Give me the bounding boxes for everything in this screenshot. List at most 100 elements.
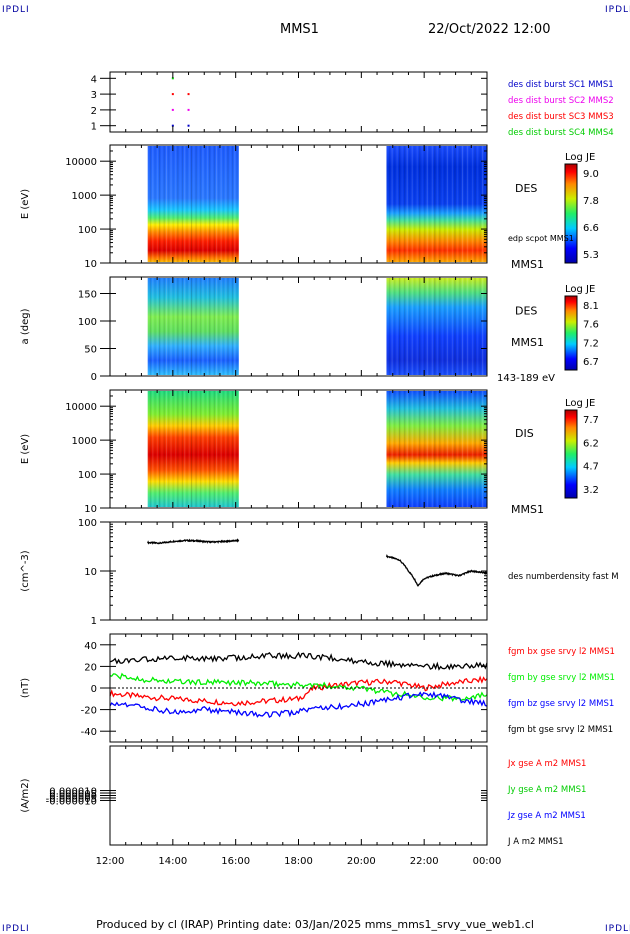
heatmap-texture (406, 278, 408, 375)
heatmap-texture (484, 146, 486, 262)
heatmap-texture (454, 391, 456, 507)
heatmap-texture (190, 278, 193, 375)
heatmap-texture (177, 278, 179, 375)
x-tick-label: 16:00 (221, 856, 250, 867)
heatmap-texture (421, 146, 423, 262)
colorbar-tick-label: 8.1 (583, 301, 599, 312)
heatmap-texture (231, 146, 234, 262)
heatmap-texture (200, 146, 202, 262)
corner-label-top-right: IPDLI (605, 5, 630, 15)
y-tick-label: 0 (91, 372, 97, 383)
heatmap-texture (449, 278, 451, 375)
heatmap-texture (466, 391, 469, 507)
heatmap-texture (170, 146, 172, 262)
heatmap-texture (222, 391, 225, 507)
heatmap-texture (152, 391, 154, 507)
heatmap-texture (404, 146, 406, 262)
corner-label-bottom-right: IPDLI (605, 924, 630, 934)
scatter-point (171, 77, 174, 80)
heatmap-texture (193, 146, 195, 262)
heatmap-texture (479, 278, 481, 375)
heatmap-texture (426, 278, 428, 375)
heatmap-texture (159, 391, 161, 507)
heatmap-texture (177, 391, 179, 507)
heatmap-texture (388, 278, 391, 375)
heatmap-texture (484, 391, 486, 507)
heatmap-texture (186, 146, 188, 262)
heatmap-texture (461, 278, 464, 375)
data-layer (109, 77, 488, 719)
heatmap-texture (441, 278, 444, 375)
heatmap-texture (414, 391, 416, 507)
y-tick-label: 1 (91, 122, 97, 133)
colorbar-tick-label: 6.7 (583, 357, 599, 368)
heatmap-texture (147, 391, 149, 507)
heatmap-texture (444, 146, 446, 262)
heatmap-texture (481, 278, 484, 375)
heatmap-texture (147, 146, 149, 262)
colorbar-tick-label: 9.0 (583, 169, 599, 180)
heatmap-texture (170, 391, 172, 507)
heatmap-texture (195, 278, 197, 375)
heatmap-texture (416, 391, 418, 507)
heatmap-texture (444, 278, 446, 375)
heatmap-texture (156, 278, 158, 375)
corner-label-bottom-left: IPDLI (2, 924, 30, 934)
scatter-point (187, 93, 190, 96)
heatmap-texture (449, 146, 451, 262)
x-tick-label: 22:00 (410, 856, 439, 867)
panel-sublabel: MMS1 (511, 503, 544, 516)
heatmap-texture (193, 391, 195, 507)
legend-entry: des dist burst SC4 MMS4 (508, 128, 614, 138)
heatmap-texture (236, 146, 238, 262)
heatmap-texture (431, 146, 433, 262)
heatmap-texture (197, 278, 199, 375)
heatmap-texture (165, 146, 168, 262)
y-tick-label: 100 (78, 518, 97, 529)
heatmap-texture (225, 278, 227, 375)
y-tick-label: 2 (91, 106, 97, 117)
series-line (109, 651, 488, 671)
heatmap-texture (222, 278, 225, 375)
heatmap-texture (471, 146, 474, 262)
heatmap-texture (202, 391, 204, 507)
panel-frame (109, 745, 488, 846)
heatmap-texture (211, 278, 213, 375)
y-tick-label: 10 (84, 504, 97, 515)
heatmap-texture (197, 146, 199, 262)
heatmap-texture (188, 278, 190, 375)
heatmap-texture (200, 391, 202, 507)
spacecraft-title: MMS1 (280, 22, 319, 37)
heatmap-texture (225, 146, 227, 262)
heatmap-texture (434, 146, 436, 262)
x-tick-label: 14:00 (158, 856, 187, 867)
heatmap-texture (179, 391, 181, 507)
heatmap-texture (202, 146, 204, 262)
heatmap-texture (419, 391, 421, 507)
heatmap-texture (197, 391, 199, 507)
scatter-point (171, 93, 174, 96)
heatmap-texture (394, 146, 396, 262)
heatmap-texture (216, 391, 218, 507)
heatmap-texture (165, 278, 168, 375)
heatmap-texture (461, 146, 464, 262)
heatmap-texture (184, 278, 186, 375)
heatmap-texture (152, 146, 154, 262)
colorbar-tick-label: 3.2 (583, 485, 599, 496)
heatmap-texture (396, 278, 398, 375)
heatmap-texture (149, 278, 152, 375)
heatmap-texture (156, 391, 158, 507)
heatmap-texture (163, 278, 165, 375)
heatmap-texture (414, 146, 416, 262)
heatmap-texture (406, 146, 408, 262)
panel-sublabel: MMS1 (511, 258, 544, 271)
heatmap-texture (190, 391, 193, 507)
heatmap-texture (456, 146, 459, 262)
heatmap-texture (227, 391, 229, 507)
heatmap-texture (459, 146, 461, 262)
y-tick-label: 100 (78, 470, 97, 481)
scatter-point (171, 124, 174, 127)
heatmap-texture (391, 146, 393, 262)
heatmap-texture (204, 391, 206, 507)
